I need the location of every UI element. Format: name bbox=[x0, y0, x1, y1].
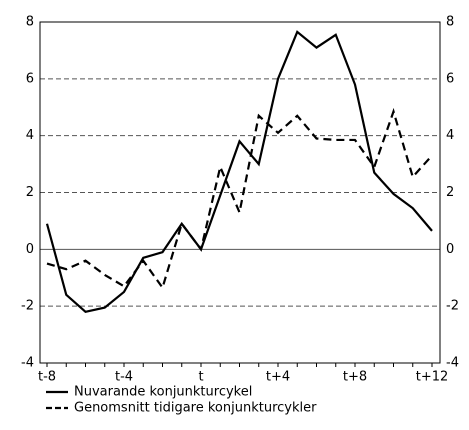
legend-label: Nuvarande konjunkturcykel bbox=[74, 385, 252, 400]
line-series bbox=[45, 30, 433, 314]
y2-tick-label: -4 bbox=[446, 356, 459, 371]
x-tick-label: t-4 bbox=[115, 370, 133, 385]
y2-tick-label: 6 bbox=[446, 71, 454, 86]
y2-tick-label: -2 bbox=[446, 299, 459, 314]
y-tick-label: 2 bbox=[26, 185, 34, 200]
line-series bbox=[46, 107, 433, 291]
y-tick-label: 8 bbox=[26, 15, 34, 30]
y2-tick-label: 8 bbox=[446, 15, 454, 30]
x-tick-label: t-8 bbox=[38, 370, 56, 385]
y-tick-label: 4 bbox=[26, 128, 34, 143]
y-tick-label: -4 bbox=[21, 356, 34, 371]
x-tick-label: t bbox=[198, 370, 203, 385]
x-tick-label: t+4 bbox=[266, 370, 290, 385]
x-tick-label: t+8 bbox=[343, 370, 367, 385]
y2-tick-label: 4 bbox=[446, 128, 454, 143]
y2-tick-label: 2 bbox=[446, 185, 454, 200]
y-tick-label: 0 bbox=[26, 242, 34, 257]
y2-tick-label: 0 bbox=[446, 242, 454, 257]
y-tick-label: 6 bbox=[26, 71, 34, 86]
x-tick-label: t+12 bbox=[416, 370, 449, 385]
y-tick-label: -2 bbox=[21, 299, 34, 314]
legend-label: Genomsnitt tidigare konjunkturcykler bbox=[74, 401, 317, 416]
